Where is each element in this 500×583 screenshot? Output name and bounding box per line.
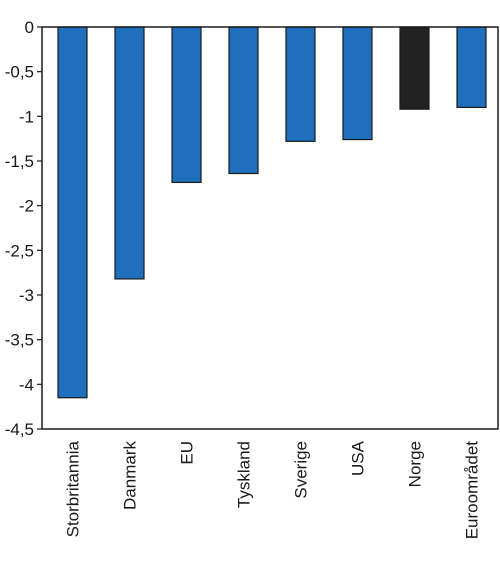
bars [57,26,487,399]
x-tick-label: USA [349,440,368,476]
y-tick-label: -4 [19,375,34,394]
bar-euroområdet [456,26,487,109]
plot-frame [41,26,499,430]
x-tick-label: Storbritannia [64,440,83,537]
y-tick-label: -0,5 [5,63,34,82]
bar-tyskland [228,26,259,175]
x-tick-label: Danmark [121,441,140,510]
bar-danmark [114,26,145,280]
x-tick-label: Norge [406,441,425,487]
y-tick-label: -4,5 [5,420,34,439]
y-tick-label: -3,5 [5,331,34,350]
bar-sverige [285,26,316,142]
y-tick-label: -2,5 [5,241,34,260]
y-tick-label: -3 [19,286,34,305]
x-tick-label: Tyskland [235,441,254,508]
x-tick-label: EU [178,441,197,465]
y-axis-ticks: 0 -0,5 -1 -1,5 -2 -2,5 -3 -3,5 -4 -4,5 [5,18,42,439]
x-tick-label: Euroområdet [463,441,482,540]
bar-usa [342,26,373,141]
y-tick-label: -2 [19,197,34,216]
y-tick-label: -1 [19,107,34,126]
bar-norge [399,26,430,110]
y-tick-label: -1,5 [5,152,34,171]
x-axis-labels: Storbritannia Danmark EU Tyskland Sverige USA… [64,440,482,539]
bar-storbritannia [57,26,88,399]
x-tick-label: Sverige [292,441,311,499]
bar-eu [171,26,202,184]
y-tick-label: 0 [25,18,34,37]
